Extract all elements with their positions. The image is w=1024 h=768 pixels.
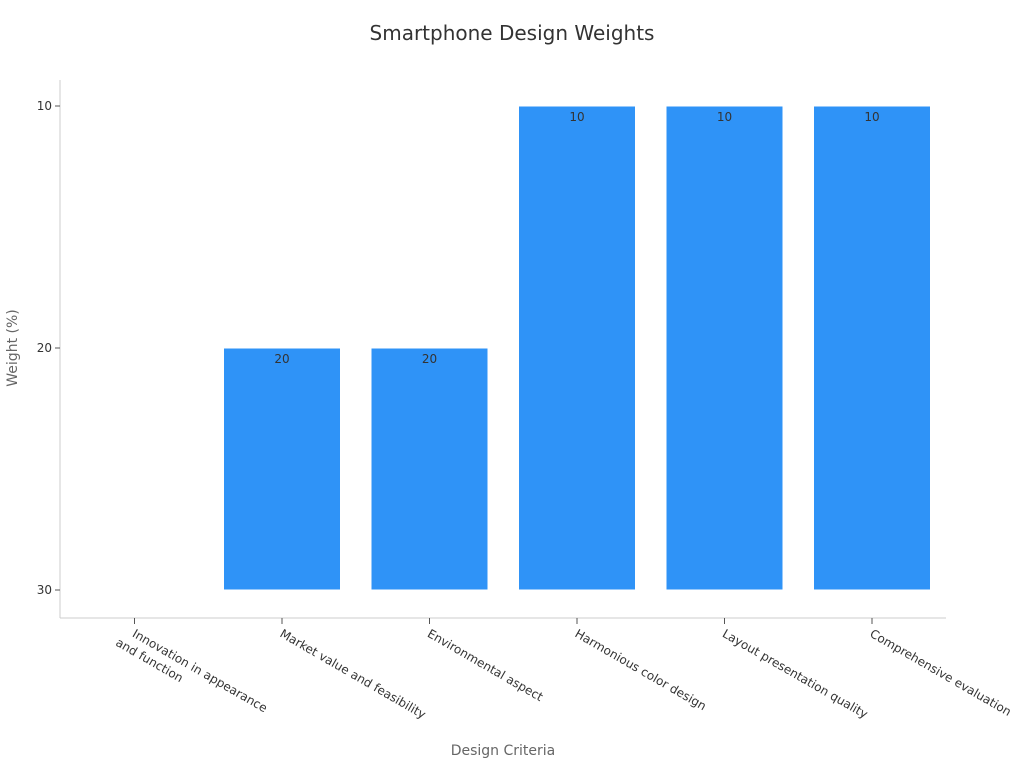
x-tick-label: Market value and feasibility	[278, 626, 429, 721]
y-tick-label: 20	[37, 341, 52, 355]
data-label: 10	[717, 110, 732, 124]
data-label: 10	[569, 110, 584, 124]
bar	[813, 105, 931, 591]
chart-title: Smartphone Design Weights	[370, 21, 655, 45]
x-tick-label-line: Innovation in appearance	[130, 626, 270, 715]
y-axis-title: Weight (%)	[5, 309, 21, 386]
data-label: 20	[422, 352, 437, 366]
x-axis-ticks: Innovation in appearanceand function Mark…	[113, 618, 1014, 729]
x-tick-label: Comprehensive evaluation	[868, 626, 1014, 718]
x-tick-label: Environmental aspect	[425, 626, 546, 704]
x-tick-label-line: Harmonious color design	[573, 626, 709, 713]
bar	[223, 347, 341, 591]
x-tick-label-line: Market value and feasibility	[278, 626, 429, 721]
bar	[665, 105, 784, 591]
data-label: 20	[274, 352, 289, 366]
x-tick-label-line: Comprehensive evaluation	[868, 626, 1014, 718]
bar	[518, 105, 636, 591]
x-tick-label-line: Layout presentation quality	[720, 626, 870, 721]
x-axis-title: Design Criteria	[451, 743, 556, 759]
y-tick-label: 30	[37, 583, 52, 597]
data-labels-group: 20 20 10 10 10	[274, 110, 879, 366]
y-axis-ticks: 10 20 30	[37, 99, 60, 597]
x-tick-label-line: Environmental aspect	[425, 626, 546, 704]
bars-group	[223, 105, 931, 591]
x-tick-label: Innovation in appearanceand function	[113, 621, 269, 729]
x-tick-label: Harmonious color design	[573, 626, 709, 713]
data-label: 10	[864, 110, 879, 124]
bar	[370, 347, 489, 591]
x-tick-label: Layout presentation quality	[720, 626, 870, 721]
y-tick-label: 10	[37, 99, 52, 113]
